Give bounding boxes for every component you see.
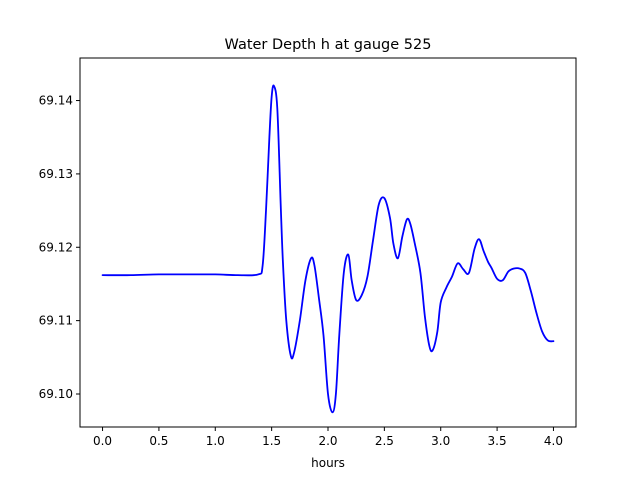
x-axis: 0.0 0.5 1.0 1.5 2.0 2.5 3.0 3.5 4.0 <box>93 427 563 448</box>
plot-area <box>101 84 555 414</box>
x-tick-label: 1.5 <box>262 434 281 448</box>
y-tick-label: 69.13 <box>39 167 73 181</box>
y-tick-label: 69.14 <box>39 94 73 108</box>
y-tick-label: 69.10 <box>39 387 73 401</box>
chart-title: Water Depth h at gauge 525 <box>225 37 432 53</box>
y-tick-label: 69.12 <box>39 240 73 254</box>
series-line <box>101 84 555 414</box>
x-axis-label: hours <box>311 456 345 470</box>
x-tick-label: 2.0 <box>318 434 337 448</box>
x-tick-label: 4.0 <box>544 434 563 448</box>
x-tick-label: 3.5 <box>488 434 507 448</box>
y-tick-label: 69.11 <box>39 314 73 328</box>
x-tick-label: 1.0 <box>206 434 225 448</box>
y-axis: 69.10 69.11 69.12 69.13 69.14 <box>39 94 80 401</box>
x-tick-label: 2.5 <box>375 434 394 448</box>
x-tick-label: 3.0 <box>431 434 450 448</box>
x-tick-label: 0.0 <box>93 434 112 448</box>
x-tick-label: 0.5 <box>149 434 168 448</box>
